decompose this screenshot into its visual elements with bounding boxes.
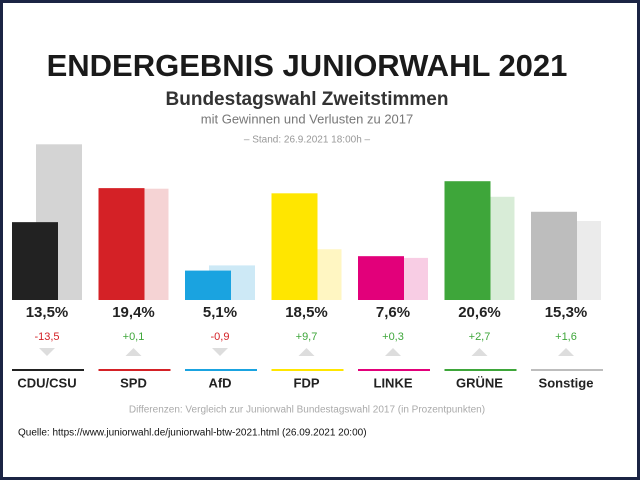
x-tick-label: GRÜNE <box>456 375 503 390</box>
change-arrow <box>125 348 142 356</box>
footnote: Differenzen: Vergleich zur Juniorwahl Bu… <box>129 405 485 416</box>
change-arrow <box>385 348 401 356</box>
subtitle2: mit Gewinnen und Verlusten zu 2017 <box>201 111 413 126</box>
value-label: 5,1% <box>203 304 237 321</box>
change-arrow <box>558 348 574 356</box>
source: Quelle: https://www.juniorwahl.de/junior… <box>18 428 367 439</box>
change-label: +0,1 <box>123 331 145 343</box>
change-arrow <box>39 348 55 356</box>
change-label: -0,9 <box>211 331 230 343</box>
value-label: 13,5% <box>26 304 69 321</box>
stand: – Stand: 26.9.2021 18:00h – <box>244 135 371 146</box>
value-label: 18,5% <box>285 304 328 321</box>
change-arrow <box>212 348 228 356</box>
change-label: +9,7 <box>296 331 318 343</box>
x-tick-label: CDU/CSU <box>17 375 76 390</box>
x-tick-label: Sonstige <box>539 375 594 390</box>
change-label: +1,6 <box>555 331 577 343</box>
value-label: 15,3% <box>545 304 588 321</box>
bar <box>358 256 404 300</box>
value-label: 7,6% <box>376 304 410 321</box>
change-label: -13,5 <box>34 331 59 343</box>
change-arrow <box>471 348 488 356</box>
chart-title: ENDERGEBNIS JUNIORWAHL 2021 <box>47 48 568 83</box>
bar <box>444 181 491 300</box>
bar <box>271 193 318 300</box>
bar <box>531 211 577 300</box>
bar <box>98 188 145 300</box>
x-tick-label: FDP <box>294 375 320 390</box>
change-arrow <box>298 348 315 356</box>
x-tick-label: SPD <box>120 375 147 390</box>
change-label: +2,7 <box>469 331 491 343</box>
value-label: 19,4% <box>112 304 155 321</box>
subtitle: Bundestagswahl Zweitstimmen <box>166 89 449 110</box>
bar <box>185 270 231 300</box>
x-tick-label: AfD <box>208 375 231 390</box>
bar <box>12 222 58 300</box>
value-label: 20,6% <box>458 304 501 321</box>
x-tick-label: LINKE <box>374 375 413 390</box>
change-label: +0,3 <box>382 331 404 343</box>
